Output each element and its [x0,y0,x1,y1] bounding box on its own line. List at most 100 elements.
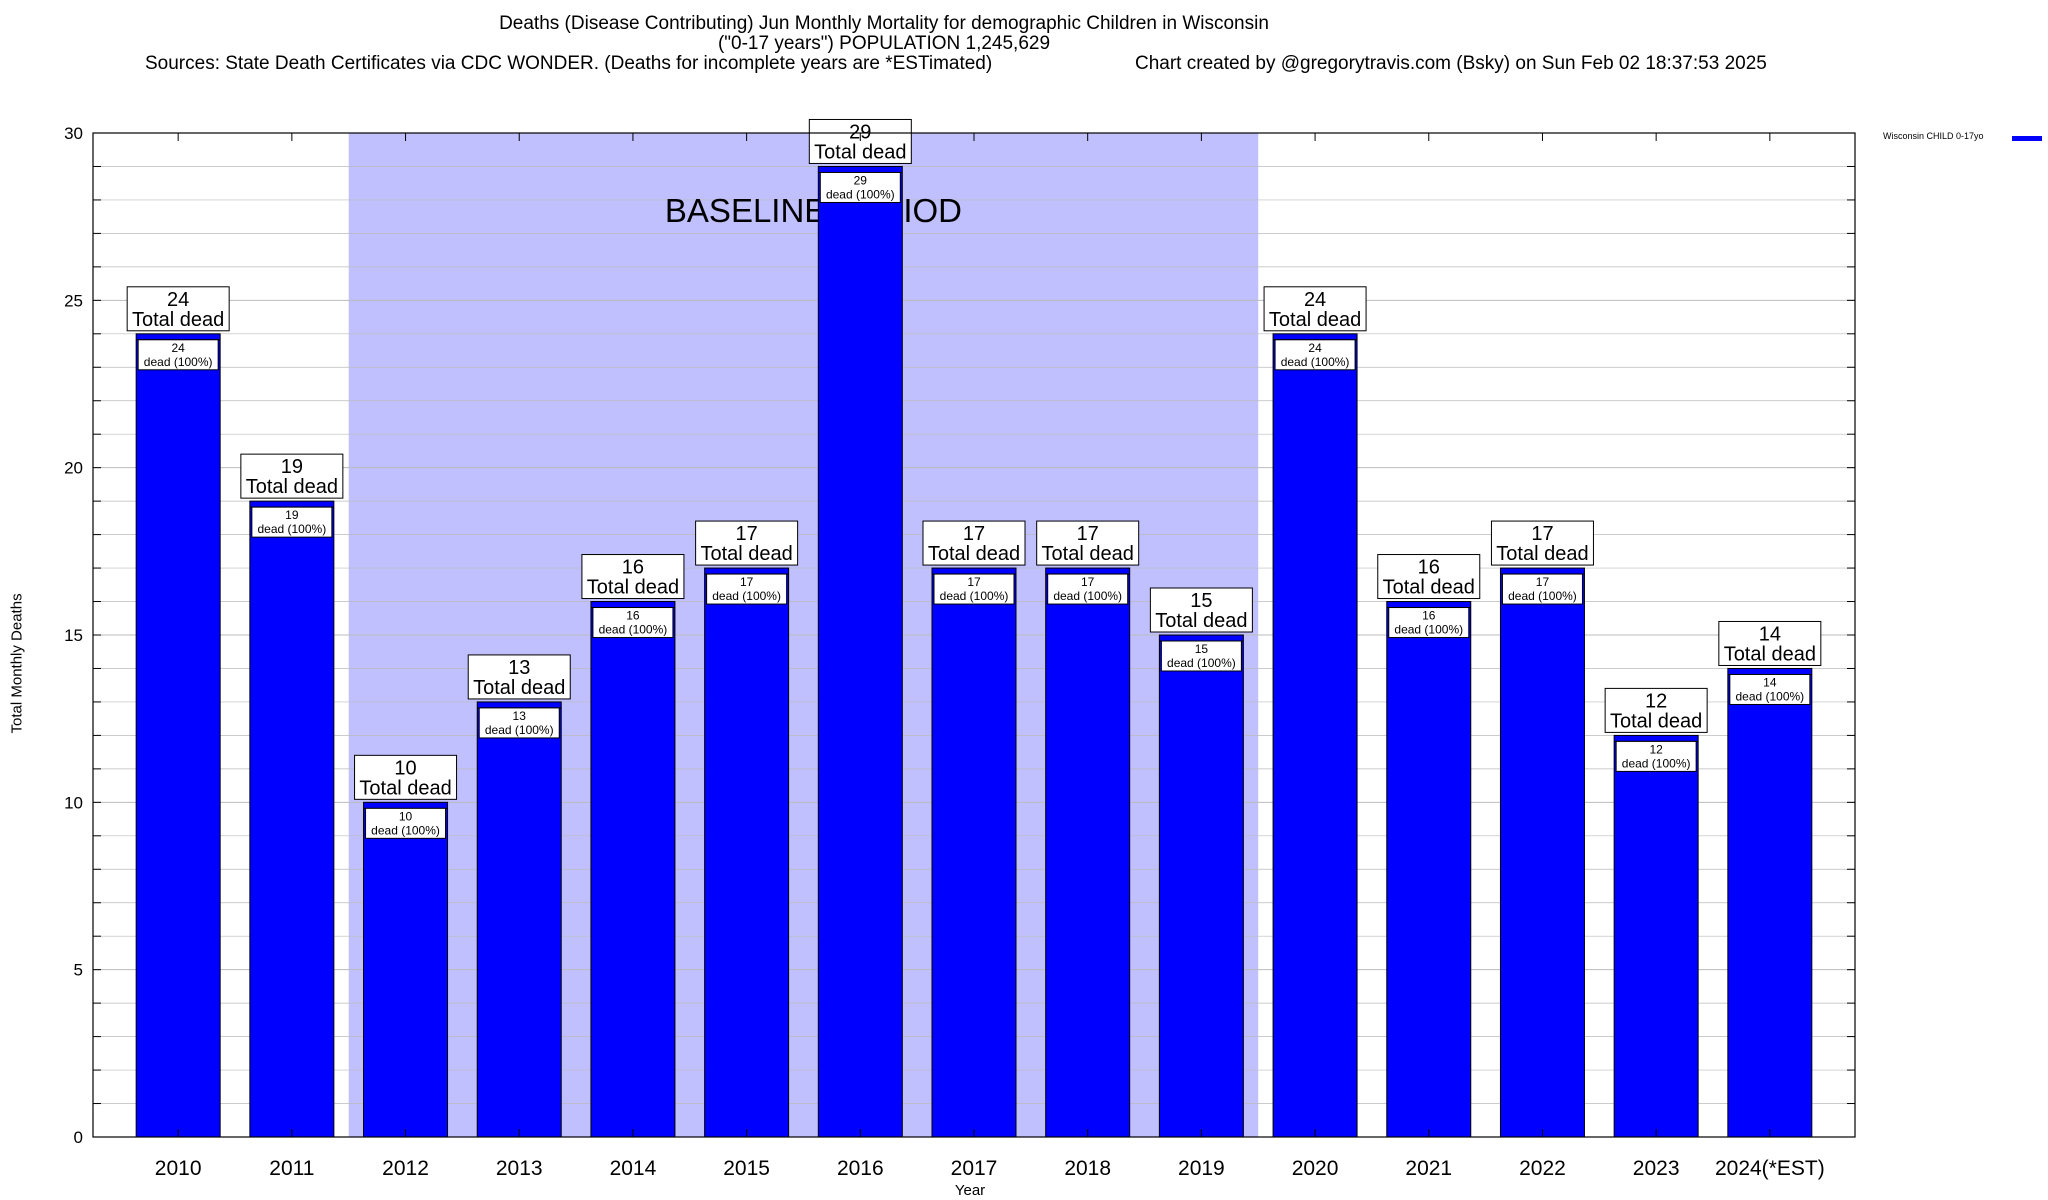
data-label-value: 17 [735,523,757,545]
inner-label-value: 15 [1195,642,1209,656]
data-label-text: Total dead [1610,710,1702,732]
x-tick-label: 2016 [837,1157,884,1180]
data-label-box [467,654,571,700]
x-tick-label: 2011 [269,1157,314,1180]
bar [1158,634,1244,1138]
inner-label-text: dead (100%) [1281,355,1350,369]
inner-label-box [1047,573,1129,605]
inner-label-box [819,171,901,203]
x-tick-label: 2019 [1178,1157,1225,1180]
plot-frame [92,132,1856,1138]
inner-label-box [1160,640,1242,672]
data-label-text: Total dead [132,309,224,331]
x-tick-label: 2010 [155,1157,202,1180]
bar [1272,333,1358,1138]
inner-label-value: 17 [740,575,754,589]
data-label-text: Total dead [1269,309,1361,331]
data-label-text: Total dead [246,476,338,498]
bar [817,165,903,1138]
y-tick-label: 10 [64,793,83,812]
data-label-text: Total dead [473,677,565,699]
bar [1499,567,1585,1138]
inner-label-box [706,573,788,605]
data-label-box [1604,687,1708,733]
inner-label-text: dead (100%) [485,723,554,737]
chart-credit: Chart created by @gregorytravis.com (Bsk… [1135,53,1767,74]
data-label-value: 16 [622,557,644,579]
data-label-text: Total dead [1724,643,1816,665]
data-label-box [1377,554,1481,600]
data-label-value: 15 [1190,590,1212,612]
data-label-box [695,520,799,566]
data-label-box [354,754,458,800]
data-label-box [922,520,1026,566]
x-tick-label: 2020 [1292,1157,1339,1180]
inner-label-value: 19 [285,508,299,522]
data-label-box [240,453,344,499]
chart-subtitle: ("0-17 years") POPULATION 1,245,629 [717,33,1051,54]
data-label-value: 17 [1077,523,1099,545]
bar [476,701,562,1138]
data-label-box [1718,620,1822,666]
x-tick-label: 2022 [1519,1157,1566,1180]
x-tick-label: 2018 [1064,1157,1111,1180]
bar [1727,667,1813,1138]
inner-label-text: dead (100%) [1394,623,1463,637]
bar [1613,734,1699,1138]
data-label-value: 14 [1759,623,1781,645]
baseline-period-label: BASELINE PERIOD [665,192,962,229]
inner-label-value: 14 [1763,675,1777,689]
inner-label-box [1501,573,1583,605]
inner-label-text: dead (100%) [371,823,440,837]
inner-label-text: dead (100%) [1053,589,1122,603]
y-tick-label: 25 [64,291,83,310]
data-label-box [126,286,230,332]
chart-title: Deaths (Disease Contributing) Jun Monthl… [499,13,1269,34]
x-tick-label: 2023 [1633,1157,1680,1180]
inner-label-box [251,506,333,538]
data-label-box [808,118,912,164]
inner-label-text: dead (100%) [1508,589,1577,603]
data-label-value: 17 [1531,523,1553,545]
x-tick-label: 2015 [723,1157,770,1180]
bar [1045,567,1131,1138]
inner-label-box [1274,339,1356,371]
data-label-text: Total dead [1383,577,1475,599]
data-label-value: 10 [394,757,416,779]
inner-label-value: 16 [1422,609,1436,623]
inner-label-text: dead (100%) [1735,689,1804,703]
inner-label-text: dead (100%) [1622,756,1691,770]
inner-label-text: dead (100%) [940,589,1009,603]
inner-label-value: 17 [1081,575,1095,589]
legend-swatch [2012,136,2042,141]
data-label-box [1263,286,1367,332]
inner-label-text: dead (100%) [712,589,781,603]
x-axis-label: Year [954,1182,986,1199]
inner-label-value: 13 [513,709,527,723]
y-tick-label: 30 [64,124,83,143]
x-tick-label: 2012 [382,1157,429,1180]
bar [931,567,1017,1138]
data-label-value: 12 [1645,690,1667,712]
inner-label-value: 24 [1308,341,1322,355]
inner-label-value: 29 [854,173,868,187]
inner-label-text: dead (100%) [826,187,895,201]
x-tick-label: 2024(*EST) [1715,1157,1825,1180]
data-label-value: 13 [508,657,530,679]
data-label-box [581,554,685,600]
data-label-box [1149,587,1253,633]
data-label-value: 16 [1418,557,1440,579]
inner-label-value: 17 [1536,575,1550,589]
data-label-text: Total dead [700,543,792,565]
data-label-value: 17 [963,523,985,545]
data-label-text: Total dead [1496,543,1588,565]
data-label-text: Total dead [814,141,906,163]
data-label-text: Total dead [587,577,679,599]
bar [249,500,335,1138]
inner-label-box [1388,607,1470,639]
data-label-value: 19 [281,456,303,478]
x-tick-label: 2014 [610,1157,657,1180]
inner-label-value: 16 [626,609,640,623]
x-tick-label: 2021 [1405,1157,1452,1180]
